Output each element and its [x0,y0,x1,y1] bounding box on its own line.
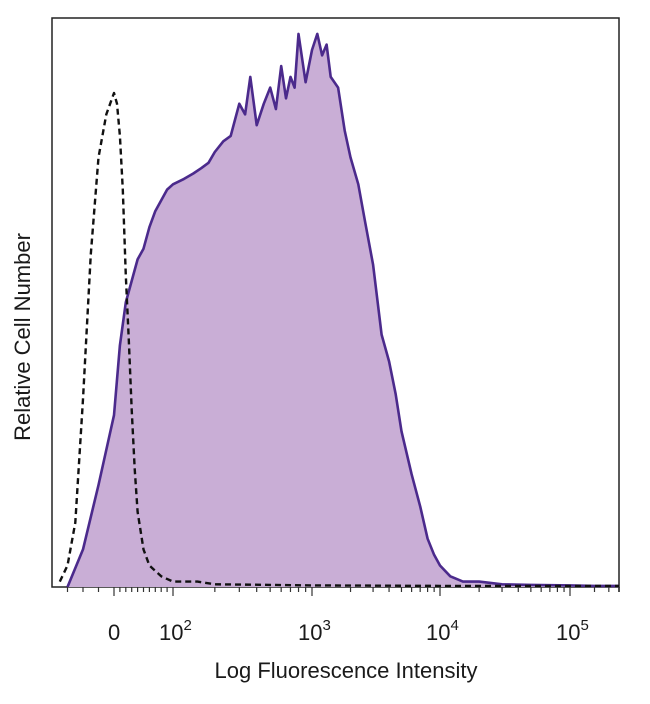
control-histogram-dashed-line [58,91,619,588]
x-tick-label: 102 [159,617,192,645]
y-axis-title: Relative Cell Number [10,233,35,441]
sample-histogram-fill [67,33,619,587]
x-tick-label: 0 [108,620,120,645]
x-tick-label: 103 [298,617,331,645]
series-layer [58,32,619,588]
x-tick-labels: 0 102 103 104 105 [108,617,589,645]
x-tick-label: 105 [556,617,589,645]
sample-histogram-line [66,32,619,588]
x-axis-title: Log Fluorescence Intensity [215,658,478,683]
minor-ticks [66,587,620,596]
x-tick-label: 104 [426,617,459,645]
